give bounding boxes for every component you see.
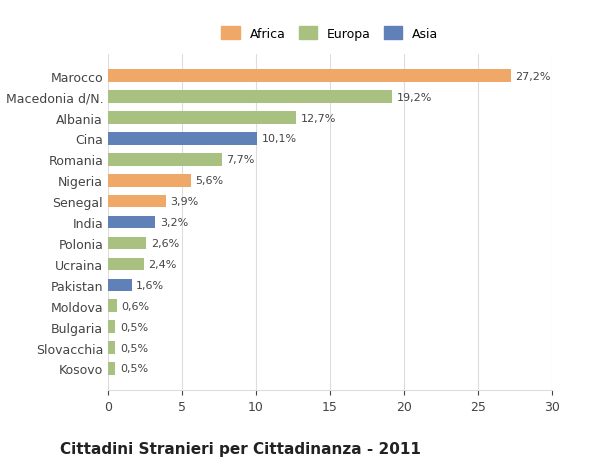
Bar — [108, 279, 131, 291]
Bar — [108, 112, 296, 124]
Text: 2,4%: 2,4% — [148, 259, 176, 269]
Bar — [108, 91, 392, 104]
Bar — [108, 341, 115, 354]
Text: 0,5%: 0,5% — [120, 343, 148, 353]
Text: 0,6%: 0,6% — [121, 301, 149, 311]
Text: 0,5%: 0,5% — [120, 322, 148, 332]
Bar — [108, 258, 143, 271]
Bar — [108, 300, 117, 312]
Text: 10,1%: 10,1% — [262, 134, 297, 144]
Text: Cittadini Stranieri per Cittadinanza - 2011: Cittadini Stranieri per Cittadinanza - 2… — [60, 441, 421, 456]
Text: 3,2%: 3,2% — [160, 218, 188, 228]
Bar — [108, 237, 146, 250]
Text: 19,2%: 19,2% — [397, 92, 432, 102]
Bar — [108, 196, 166, 208]
Bar — [108, 363, 115, 375]
Text: 12,7%: 12,7% — [301, 113, 336, 123]
Text: 27,2%: 27,2% — [515, 72, 551, 82]
Text: 0,5%: 0,5% — [120, 364, 148, 374]
Bar — [108, 321, 115, 333]
Text: 3,9%: 3,9% — [170, 197, 199, 207]
Text: 7,7%: 7,7% — [226, 155, 255, 165]
Bar — [108, 70, 511, 83]
Text: 2,6%: 2,6% — [151, 239, 179, 248]
Bar — [108, 174, 191, 187]
Text: 5,6%: 5,6% — [196, 176, 223, 186]
Text: 1,6%: 1,6% — [136, 280, 164, 290]
Legend: Africa, Europa, Asia: Africa, Europa, Asia — [215, 21, 445, 47]
Bar — [108, 154, 222, 166]
Bar — [108, 133, 257, 146]
Bar — [108, 216, 155, 229]
